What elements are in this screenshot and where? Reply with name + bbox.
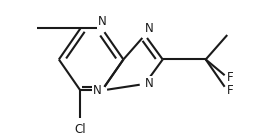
Text: Cl: Cl [74, 123, 86, 136]
Text: N: N [145, 77, 154, 90]
Text: N: N [98, 15, 106, 28]
Text: N: N [93, 84, 102, 97]
Text: N: N [145, 22, 154, 35]
Text: F: F [227, 71, 234, 84]
Text: F: F [227, 84, 234, 97]
